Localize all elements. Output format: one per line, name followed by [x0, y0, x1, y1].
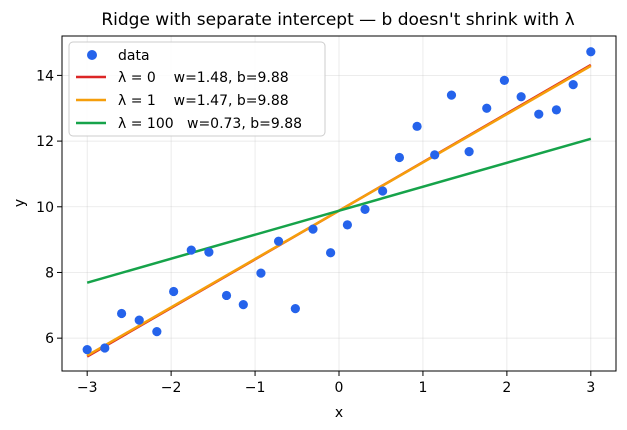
y-tick-label: 12 [36, 134, 54, 150]
data-point [516, 92, 526, 102]
x-tick-label: 0 [335, 380, 344, 396]
x-tick-label: −3 [77, 380, 98, 396]
data-point [169, 286, 179, 297]
x-tick-label: −2 [161, 380, 182, 396]
x-axis-label: x [335, 405, 343, 421]
data-point [116, 308, 127, 319]
data-point [586, 47, 596, 57]
y-tick-label: 10 [36, 200, 54, 216]
legend-box [68, 41, 326, 137]
series-lines [86, 63, 592, 358]
data-point [273, 236, 284, 246]
data-point [430, 150, 440, 160]
data-point [482, 103, 492, 113]
x-tick-label: 1 [418, 380, 427, 396]
legend-label-lambda-0: λ = 0 w=1.48, b=9.88 [118, 70, 289, 86]
data-point [308, 224, 318, 234]
data-point [326, 248, 336, 258]
data-point [360, 204, 370, 215]
data-point [412, 121, 422, 131]
data-point [568, 80, 578, 90]
legend-label-lambda-100: λ = 100 w=0.73, b=9.88 [118, 116, 302, 132]
data-point [238, 300, 248, 310]
legend-label-lambda-1: λ = 1 w=1.47, b=9.88 [118, 93, 289, 109]
x-tick-label: 3 [586, 380, 595, 396]
data-point [394, 152, 405, 163]
y-axis-ticks: 6 8 10 12 14 [36, 68, 62, 347]
data-point [499, 75, 509, 85]
data-points [82, 47, 596, 355]
y-tick-label: 6 [45, 331, 54, 347]
data-point [342, 220, 352, 230]
y-axis-label: y [12, 199, 28, 207]
x-tick-label: 2 [502, 380, 511, 396]
data-point [534, 109, 544, 119]
x-tick-label: −1 [245, 380, 266, 396]
data-point [82, 345, 92, 355]
data-point [204, 247, 214, 257]
legend-marker-data [87, 50, 97, 60]
data-point [464, 147, 474, 157]
data-point [290, 303, 300, 314]
data-point [446, 90, 457, 100]
data-point [100, 343, 110, 353]
data-point [551, 105, 562, 115]
series-line-2 [86, 137, 592, 284]
data-point [152, 326, 162, 337]
y-tick-label: 8 [45, 265, 54, 281]
data-point [221, 290, 232, 301]
legend-label-data: data [118, 48, 150, 64]
chart-title: Ridge with separate intercept — b doesn'… [101, 10, 574, 30]
data-point [186, 245, 196, 255]
data-point [378, 186, 388, 196]
data-point [256, 268, 266, 278]
x-axis-ticks: −3 −2 −1 0 1 2 3 [77, 371, 595, 396]
legend: data λ = 0 w=1.48, b=9.88 λ = 1 w=1.47, … [68, 41, 326, 137]
data-point [134, 315, 144, 325]
y-tick-label: 14 [36, 68, 54, 84]
